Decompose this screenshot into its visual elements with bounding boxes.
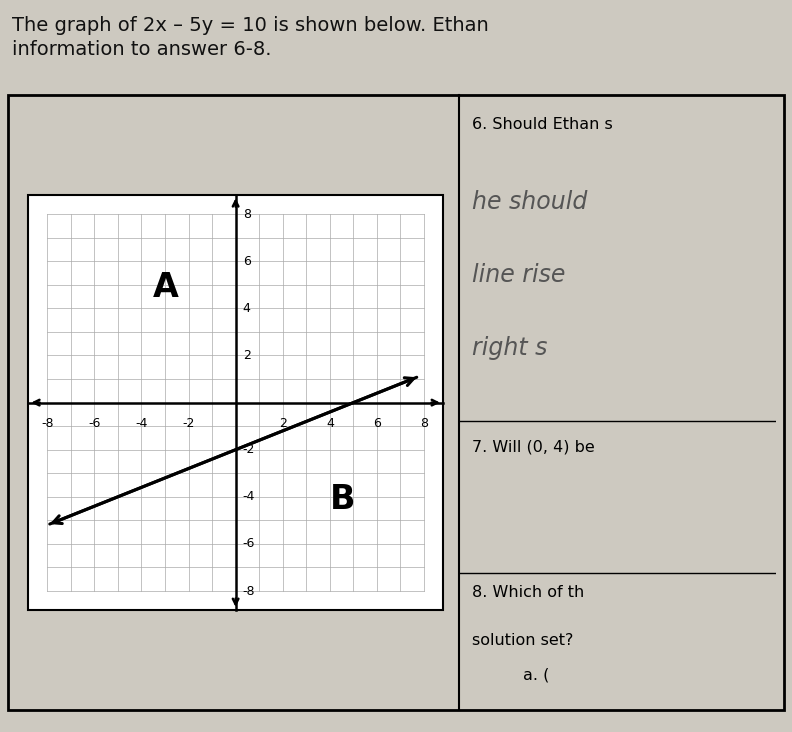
Text: 4: 4 [242, 302, 250, 315]
Text: The graph of 2x – 5y = 10 is shown below. Ethan: The graph of 2x – 5y = 10 is shown below… [12, 16, 495, 35]
Text: 4: 4 [326, 417, 333, 430]
Text: line rise: line rise [472, 263, 565, 287]
Text: 8: 8 [420, 417, 428, 430]
Text: -4: -4 [135, 417, 147, 430]
Text: 8: 8 [242, 208, 251, 220]
Text: -6: -6 [88, 417, 101, 430]
Text: 6: 6 [373, 417, 381, 430]
Text: information to answer 6-8.: information to answer 6-8. [12, 40, 272, 59]
Text: A: A [153, 271, 179, 304]
Text: -8: -8 [41, 417, 53, 430]
Text: he should: he should [472, 190, 588, 214]
Text: -2: -2 [182, 417, 195, 430]
Text: -2: -2 [242, 443, 255, 456]
Text: 2: 2 [242, 349, 250, 362]
Text: solution set?: solution set? [472, 633, 573, 649]
Text: 2: 2 [279, 417, 287, 430]
Text: right s: right s [472, 336, 547, 359]
Text: 6. Should Ethan s: 6. Should Ethan s [472, 117, 613, 132]
Text: -4: -4 [242, 490, 255, 504]
Text: 7. Will (0, 4) be: 7. Will (0, 4) be [472, 439, 595, 454]
Text: 8. Which of th: 8. Which of th [472, 585, 584, 600]
Text: a. (: a. ( [523, 667, 549, 682]
Text: 6: 6 [242, 255, 250, 268]
Text: -6: -6 [242, 537, 255, 550]
Text: B: B [329, 482, 356, 515]
Text: -8: -8 [242, 585, 255, 597]
